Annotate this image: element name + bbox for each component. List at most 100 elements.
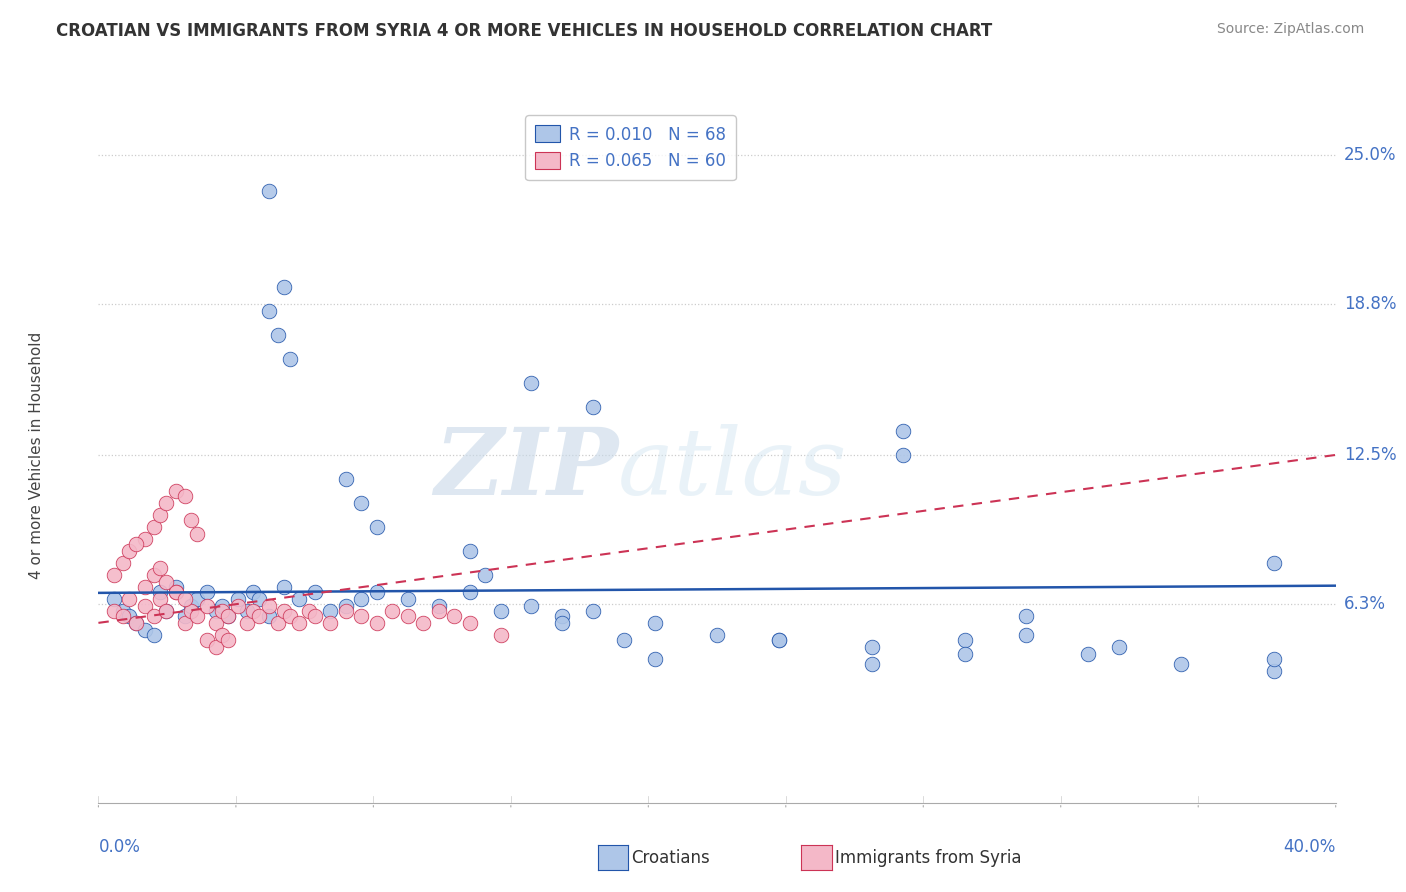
Point [860,640,883,654]
Point [103,604,125,618]
Point [103,567,125,582]
Point [124,615,146,630]
Point [143,628,166,642]
Point [366,584,388,599]
Point [165,483,187,498]
Point [427,604,450,618]
Point [474,567,496,582]
Point [112,608,135,623]
Point [551,615,574,630]
Point [396,608,419,623]
Point [319,604,342,618]
Point [273,580,295,594]
Text: Immigrants from Syria: Immigrants from Syria [835,849,1022,867]
Point [195,632,218,647]
Point [1263,652,1285,666]
Point [174,591,197,606]
Point [1015,628,1038,642]
Point [134,599,156,613]
Point [953,647,976,661]
Point [118,544,141,558]
Point [211,604,233,618]
Point [706,628,728,642]
Point [335,599,357,613]
Point [124,537,146,551]
Point [118,591,141,606]
Point [613,632,636,647]
Point [1077,647,1099,661]
Point [1263,556,1285,570]
Text: atlas: atlas [619,424,848,514]
Point [134,532,156,546]
Point [278,608,301,623]
Point [427,599,450,613]
Point [267,328,290,343]
Point [226,599,249,613]
Point [174,489,197,503]
Point [143,567,166,582]
Point [350,496,373,510]
Point [891,448,914,462]
Text: CROATIAN VS IMMIGRANTS FROM SYRIA 4 OR MORE VEHICLES IN HOUSEHOLD CORRELATION CH: CROATIAN VS IMMIGRANTS FROM SYRIA 4 OR M… [56,22,993,40]
Point [205,615,228,630]
Point [257,608,280,623]
Point [257,184,280,198]
Point [458,544,481,558]
Point [1108,640,1130,654]
Point [186,527,208,541]
Point [1263,664,1285,678]
Point [381,604,404,618]
Point [217,632,239,647]
Point [195,599,218,613]
Point [236,615,259,630]
Point [217,608,239,623]
Text: Croatians: Croatians [631,849,710,867]
Point [134,580,156,594]
Point [768,632,790,647]
Point [257,599,280,613]
Point [458,615,481,630]
Point [1170,657,1192,671]
Point [112,604,135,618]
Point [149,508,172,522]
Point [278,351,301,366]
Point [412,615,434,630]
Point [366,615,388,630]
Point [217,608,239,623]
Text: 25.0%: 25.0% [1344,146,1396,164]
Text: Source: ZipAtlas.com: Source: ZipAtlas.com [1216,22,1364,37]
Point [350,591,373,606]
Point [366,520,388,534]
Point [180,604,202,618]
Point [298,604,321,618]
Point [953,632,976,647]
Point [273,604,295,618]
Point [155,604,177,618]
Legend: R = 0.010   N = 68, R = 0.065   N = 60: R = 0.010 N = 68, R = 0.065 N = 60 [526,115,735,180]
Text: 40.0%: 40.0% [1284,838,1336,855]
Point [205,604,228,618]
Point [242,584,264,599]
Point [768,632,790,647]
Point [443,608,465,623]
Point [155,604,177,618]
Point [124,615,146,630]
Point [211,599,233,613]
Point [226,591,249,606]
Point [273,280,295,294]
Point [118,608,141,623]
Text: 6.3%: 6.3% [1344,595,1386,613]
Text: 0.0%: 0.0% [98,838,141,855]
Point [489,628,512,642]
Point [186,591,208,606]
Point [319,615,342,630]
Point [174,615,197,630]
Point [1015,608,1038,623]
Text: 18.8%: 18.8% [1344,294,1396,313]
Point [891,424,914,438]
Point [195,584,218,599]
Point [644,652,666,666]
Point [180,599,202,613]
Point [304,584,326,599]
Point [186,608,208,623]
